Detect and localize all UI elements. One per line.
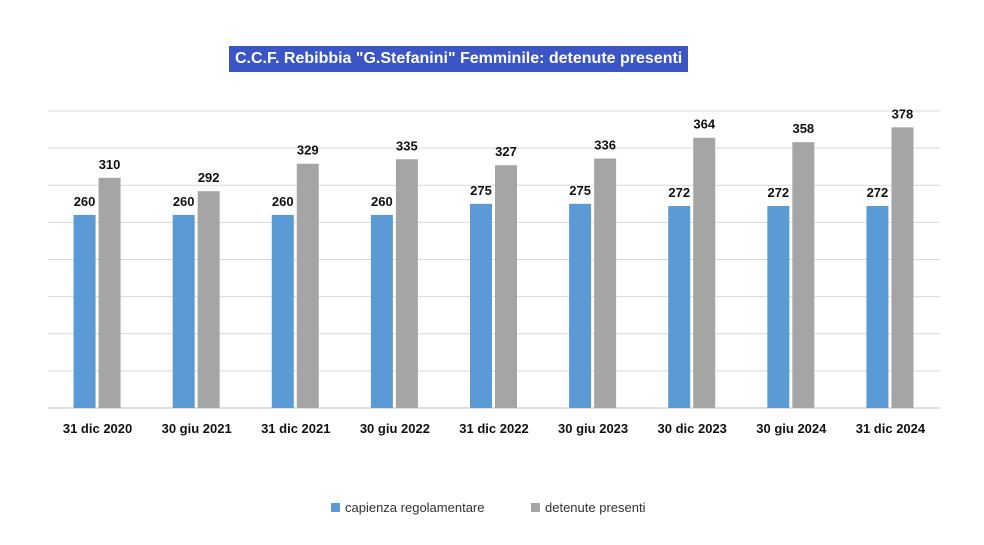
x-tick-label: 30 giu 2022 xyxy=(360,421,430,436)
x-tick-label: 30 giu 2024 xyxy=(756,421,827,436)
bar-detenute xyxy=(296,163,319,408)
data-label: 260 xyxy=(371,194,393,209)
bar-detenute xyxy=(594,158,617,408)
data-label: 275 xyxy=(470,183,492,198)
x-tick-label: 30 giu 2023 xyxy=(558,421,628,436)
data-label: 327 xyxy=(495,144,517,159)
bar-capienza xyxy=(767,206,790,408)
data-label: 336 xyxy=(594,138,616,153)
bar-capienza xyxy=(668,206,691,408)
x-tick-label: 31 dic 2020 xyxy=(63,421,132,436)
bar-detenute xyxy=(495,165,517,408)
data-label: 292 xyxy=(198,170,220,185)
bar-capienza xyxy=(370,214,393,408)
data-label: 378 xyxy=(892,106,914,121)
data-label: 329 xyxy=(297,143,319,158)
data-label: 358 xyxy=(792,121,814,136)
chart-title: C.C.F. Rebibbia "G.Stefanini" Femminile:… xyxy=(229,46,689,72)
legend-swatch xyxy=(331,503,340,512)
data-label: 260 xyxy=(74,194,96,209)
x-tick-label: 31 dic 2021 xyxy=(261,421,330,436)
bar-detenute xyxy=(792,142,815,408)
data-label: 272 xyxy=(668,185,690,200)
bar-detenute xyxy=(891,127,914,409)
legend: capienza regolamentare detenute presenti xyxy=(331,500,646,515)
bar-capienza xyxy=(470,203,492,408)
bar-capienza xyxy=(73,214,96,408)
x-tick-label: 30 dic 2023 xyxy=(658,421,727,436)
legend-entry: detenute presenti xyxy=(545,500,646,515)
bars xyxy=(73,127,914,409)
bar-capienza xyxy=(172,214,195,408)
data-label: 272 xyxy=(767,185,789,200)
x-tick-label: 31 dic 2024 xyxy=(856,421,926,436)
legend-entry: capienza regolamentare xyxy=(345,500,484,515)
bar-capienza xyxy=(271,214,294,408)
data-label: 260 xyxy=(272,194,294,209)
legend-swatch xyxy=(531,503,540,512)
bar-capienza xyxy=(866,206,889,408)
data-label: 335 xyxy=(396,138,418,153)
x-axis-ticks: 31 dic 2020 30 giu 2021 31 dic 2021 30 giu … xyxy=(63,421,926,436)
bar-detenute xyxy=(98,177,121,408)
data-label: 364 xyxy=(693,117,715,132)
gridlines xyxy=(48,110,940,409)
data-label: 272 xyxy=(867,185,889,200)
x-tick-label: 31 dic 2022 xyxy=(459,421,528,436)
bar-detenute xyxy=(693,137,716,409)
data-label: 260 xyxy=(173,194,195,209)
bar-capienza xyxy=(569,203,592,408)
x-tick-label: 30 giu 2021 xyxy=(162,421,232,436)
data-labels: 2603102602922603292603352753272753362723… xyxy=(74,106,914,209)
bar-detenute xyxy=(197,191,220,408)
data-label: 310 xyxy=(99,157,121,172)
bar-detenute xyxy=(395,159,418,408)
data-label: 275 xyxy=(569,183,591,198)
